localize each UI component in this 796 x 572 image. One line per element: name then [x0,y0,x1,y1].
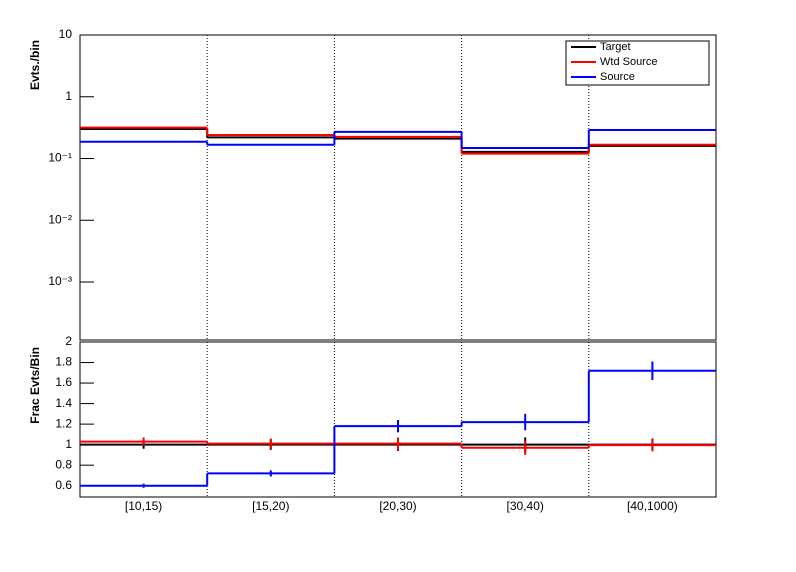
y-tick-label: 1.6 [55,375,72,389]
y-tick-label: 1.4 [55,396,72,410]
y-tick-label: 0.8 [55,457,72,471]
plot-frame [79,341,717,498]
y-tick-label: 10⁻¹ [48,151,72,165]
y-axis-title: Evts./bin [28,40,42,90]
x-tick-label: [30,40) [507,499,544,513]
y-tick-label: 10 [59,27,73,41]
y-tick-label: 1.8 [55,355,72,369]
legend-label: Wtd Source [600,56,657,68]
x-tick-label: [40,1000) [627,499,678,513]
legend-label: Source [600,71,635,83]
y-tick-label: 1 [65,89,72,103]
x-tick-label: [20,30) [379,499,416,513]
y-tick-label: 0.6 [55,478,72,492]
y-tick-label: 10⁻² [48,212,72,226]
x-tick-label: [15,20) [252,499,289,513]
y-tick-label: 1 [65,437,72,451]
y-tick-label: 1.2 [55,416,72,430]
legend-label: Target [600,41,631,53]
y-tick-label: 10⁻³ [48,274,72,288]
x-tick-label: [10,15) [125,499,162,513]
y-tick-label: 2 [65,334,72,348]
plot-frame [79,34,717,341]
y-axis-title: Frac Evts/Bin [28,347,42,424]
